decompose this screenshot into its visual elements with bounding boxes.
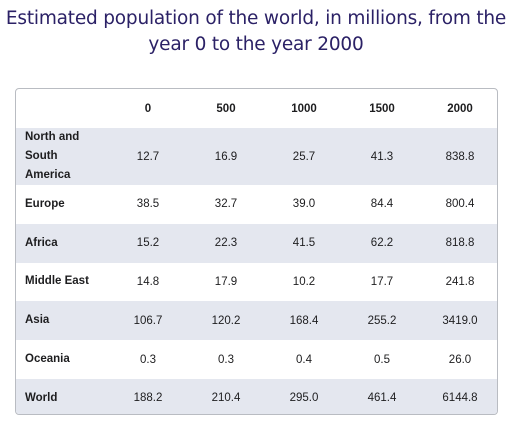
header-cell-year: 2000	[447, 102, 473, 115]
population-table: 0 500 1000 1500 2000 North and South Ame…	[16, 89, 497, 414]
header-cell-year: 0	[144, 102, 152, 115]
title-line-2: year 0 to the year 2000	[148, 34, 364, 55]
table-cell: 15.2	[109, 223, 187, 263]
row-label: Asia	[16, 301, 109, 341]
table-row: Europe 38.5 32.7 39.0 84.4 800.4	[16, 185, 497, 224]
table-cell: 38.5	[136, 198, 160, 211]
table-cell: 0.3	[218, 353, 234, 366]
table-cell: 255.2	[343, 301, 421, 341]
row-label: Africa	[16, 223, 109, 263]
row-label: World	[16, 378, 109, 414]
table-cell: 0.5	[374, 353, 390, 366]
table-cell: 22.3	[187, 223, 265, 263]
table-cell: 800.4	[445, 198, 475, 211]
table-cell: 25.7	[265, 128, 343, 185]
table-cell: 17.9	[214, 275, 238, 288]
table-row: Oceania 0.3 0.3 0.4 0.5 26.0	[16, 340, 497, 379]
table-cell: 26.0	[448, 353, 472, 366]
table-cell: 818.8	[421, 223, 497, 263]
row-label: Europe	[25, 197, 65, 210]
table-row: North and South America 12.7 16.9 25.7 4…	[16, 128, 497, 185]
table-row: Middle East 14.8 17.9 10.2 17.7 241.8	[16, 263, 497, 302]
table-cell: 41.5	[265, 223, 343, 263]
row-label: North and South America	[16, 128, 109, 185]
table-row: Asia 106.7 120.2 168.4 255.2 3419.0	[16, 301, 497, 341]
title-line-1: Estimated population of the world, in mi…	[5, 8, 507, 29]
row-label: Oceania	[25, 353, 70, 366]
table-cell: 0.4	[296, 353, 312, 366]
table-cell: 84.4	[370, 198, 394, 211]
table-cell: 3419.0	[421, 301, 497, 341]
table-cell: 32.7	[214, 198, 238, 211]
table-cell: 62.2	[343, 223, 421, 263]
header-cell-year: 1000	[291, 102, 317, 115]
header-cell-year: 500	[216, 102, 236, 115]
table-cell: 168.4	[265, 301, 343, 341]
table-row: World 188.2 210.4 295.0 461.4 6144.8	[16, 378, 497, 414]
table-cell: 241.8	[445, 275, 475, 288]
table-cell: 39.0	[292, 198, 316, 211]
table-cell: 17.7	[370, 275, 394, 288]
table-cell: 461.4	[343, 378, 421, 414]
table-cell: 106.7	[109, 301, 187, 341]
table-cell: 12.7	[109, 128, 187, 185]
table-cell: 838.8	[421, 128, 497, 185]
table-cell: 188.2	[109, 378, 187, 414]
table-row: Africa 15.2 22.3 41.5 62.2 818.8	[16, 223, 497, 263]
table-cell: 0.3	[140, 353, 156, 366]
chart-title: Estimated population of the world, in mi…	[0, 6, 512, 58]
header-row: 0 500 1000 1500 2000	[16, 89, 497, 128]
population-table-frame: 0 500 1000 1500 2000 North and South Ame…	[15, 88, 498, 415]
table-cell: 41.3	[343, 128, 421, 185]
header-cell-year: 1500	[369, 102, 395, 115]
table-cell: 295.0	[265, 378, 343, 414]
row-label: Middle East	[25, 275, 89, 288]
header-cell-corner	[16, 89, 109, 128]
table-cell: 10.2	[292, 275, 316, 288]
table-cell: 16.9	[187, 128, 265, 185]
table-cell: 210.4	[187, 378, 265, 414]
table-cell: 6144.8	[421, 378, 497, 414]
table-cell: 14.8	[136, 275, 160, 288]
table-cell: 120.2	[187, 301, 265, 341]
